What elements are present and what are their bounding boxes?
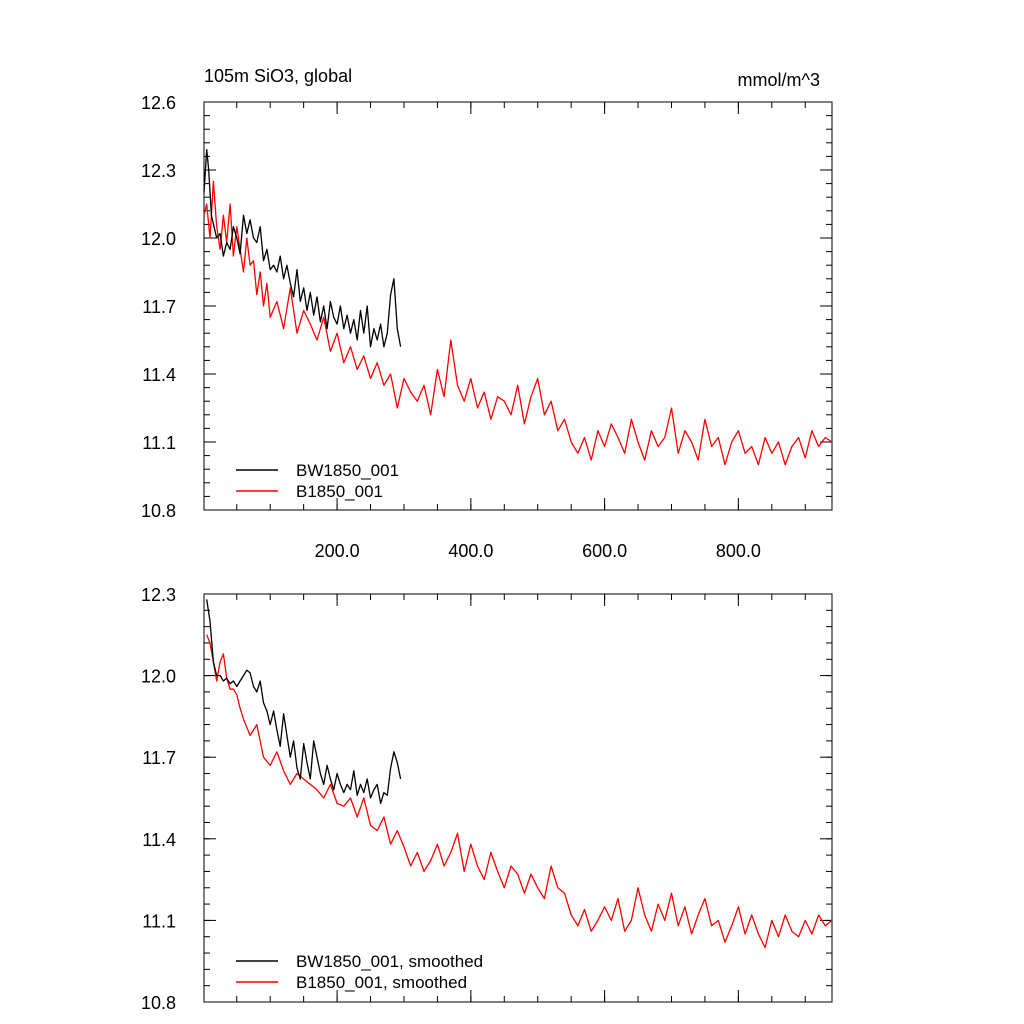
bottom-ytick-label: 11.4 [142,830,176,850]
top-xtick-label: 800.0 [716,541,761,561]
top-series-line-bw1850 [203,148,402,348]
legend-label-b1850: B1850_001 [296,482,383,501]
top-plot-frame [203,101,833,511]
bottom-legend: BW1850_001, smoothed B1850_001, smoothed [236,952,483,992]
bottom-series-group [206,599,833,949]
bottom-ytick-label: 10.8 [141,993,176,1013]
top-ytick-label: 10.8 [141,501,176,521]
bottom-ytick-label: 12.0 [141,667,176,687]
bottom-ytick-label: 11.7 [142,748,176,768]
top-xtick-label: 600.0 [582,541,627,561]
top-ytick-label: 11.4 [142,365,176,385]
top-legend: BW1850_001 B1850_001 [236,461,399,501]
bottom-ytick-label: 11.1 [142,911,176,931]
top-ytick-label: 12.3 [141,161,176,181]
top-axis-ticks: 10.8 11.1 11.4 11.7 12.0 12.3 12.6 200.0 400.0 60… [141,93,832,561]
bottom-panel: 10.8 11.1 11.4 11.7 12.0 12.3 BW1850_001, smo… [141,585,833,1013]
chart-title: 105m SiO3, global [204,66,352,86]
bottom-series-line-b1850 [206,634,833,949]
top-series-line-b1850 [203,180,833,466]
legend-label-b1850-smoothed: B1850_001, smoothed [296,973,467,992]
top-ytick-label: 12.0 [141,229,176,249]
top-xtick-label: 200.0 [315,541,360,561]
top-series-group [203,148,833,466]
legend-label-bw1850: BW1850_001 [296,461,399,480]
bottom-axis-ticks: 10.8 11.1 11.4 11.7 12.0 12.3 [141,585,832,1013]
bottom-series-line-bw1850 [206,599,402,805]
bottom-ytick-label: 12.3 [141,585,176,605]
top-panel: 105m SiO3, global mmol/m^3 10.811.111.41… [141,66,833,561]
legend-label-bw1850-smoothed: BW1850_001, smoothed [296,952,483,971]
top-xtick-label: 400.0 [448,541,493,561]
top-ytick-label: 11.7 [142,297,176,317]
units-label: mmol/m^3 [738,70,820,90]
top-ytick-label: 12.6 [141,93,176,113]
top-ytick-label: 11.1 [142,433,176,453]
bottom-plot-frame [203,593,833,1003]
